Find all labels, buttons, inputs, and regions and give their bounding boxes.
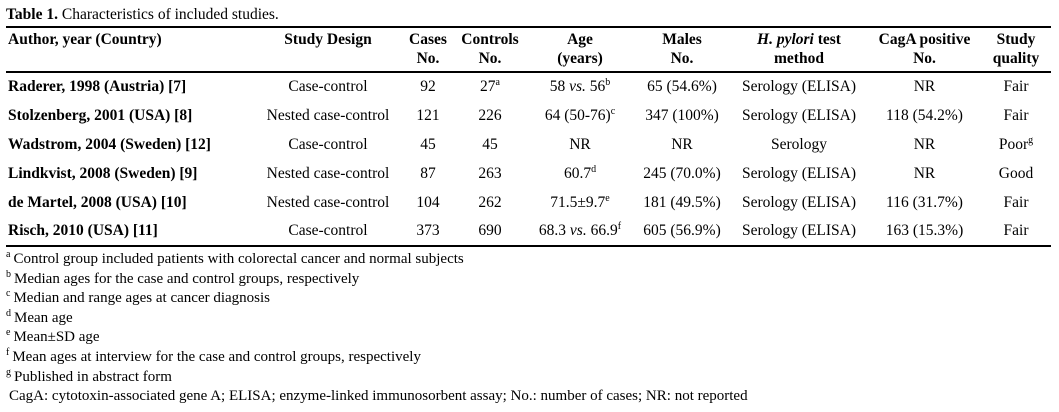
cell-design: Nested case-control [266, 193, 390, 211]
cell-test: Serology (ELISA) [741, 164, 857, 182]
cell-quality: Good [998, 164, 1034, 182]
cell-cases: 373 [416, 222, 440, 239]
cell-author: Raderer, 1998 (Austria) [7] [8, 78, 187, 95]
header-row: Author, year (Country) Study Design Case… [6, 27, 1051, 73]
cell-age: 58 vs. 56b [549, 76, 611, 95]
cell-design: Nested case-control [266, 164, 390, 182]
cell-controls: 262 [478, 193, 502, 211]
footnote-c: c Median and range ages at cancer diagnos… [6, 288, 271, 307]
cell-quality: Fair [1003, 222, 1029, 239]
cell-test: Serology (ELISA) [741, 193, 857, 211]
cell-quality: Fair [1003, 193, 1029, 211]
cell-test: Serology (ELISA) [741, 222, 857, 239]
table-row: Lindkvist, 2008 (Sweden) [9] Nested case… [6, 159, 1051, 188]
cell-age: NR [569, 135, 591, 153]
cell-design: Nested case-control [266, 106, 390, 124]
cell-caga: NR [913, 78, 936, 95]
table-caption-label: Table 1. [6, 6, 58, 23]
header-quality: Study quality [981, 27, 1051, 73]
cell-test: Serology (ELISA) [741, 106, 857, 124]
cell-males: 347 (100%) [645, 106, 719, 124]
footnote-e: e Mean±SD age [6, 327, 100, 346]
cell-males: 65 (54.6%) [647, 78, 717, 95]
header-controls: Controls No. [454, 27, 526, 73]
footnote-f: f Mean ages at interview for the case and… [6, 346, 421, 365]
cell-males: 181 (49.5%) [643, 193, 721, 211]
cell-males: 605 (56.9%) [643, 222, 721, 239]
cell-quality: Poorg [998, 134, 1034, 153]
cell-cases: 121 [416, 106, 440, 124]
footnote-b: b Median ages for the case and control gr… [6, 268, 360, 287]
table-row: Stolzenberg, 2001 (USA) [8] Nested case-… [6, 101, 1051, 130]
footnotes-block: a Control group included patients with co… [6, 250, 1051, 407]
cell-cases: 45 [420, 135, 436, 153]
cell-cases: 92 [420, 78, 436, 95]
footnote-d: d Mean age [6, 307, 73, 326]
table-caption: Table 1. Characteristics of included stu… [6, 4, 1051, 25]
cell-author: Risch, 2010 (USA) [11] [8, 222, 158, 239]
cell-caga: NR [913, 135, 936, 153]
cell-caga: 118 (54.2%) [886, 106, 963, 124]
header-males: Males No. [634, 27, 730, 73]
characteristics-table: Author, year (Country) Study Design Case… [6, 26, 1051, 247]
cell-age: 64 (50-76)c [544, 105, 616, 124]
cell-controls: 226 [478, 106, 502, 124]
cell-author: Wadstrom, 2004 (Sweden) [12] [8, 135, 211, 153]
cell-caga: 116 (31.7%) [886, 193, 963, 211]
cell-controls: 690 [478, 222, 502, 239]
cell-age: 60.7d [563, 163, 597, 182]
cell-design: Case-control [288, 78, 368, 95]
cell-caga: NR [913, 164, 936, 182]
cell-caga: 163 (15.3%) [885, 222, 964, 239]
cell-author: Lindkvist, 2008 (Sweden) [9] [8, 164, 198, 182]
cell-test: Serology [771, 135, 827, 153]
table-row: Raderer, 1998 (Austria) [7] Case-control… [6, 72, 1051, 101]
cell-age: 68.3 vs. 66.9f [538, 220, 622, 239]
abbreviations-line: CagA: cytotoxin-associated gene A; ELISA… [9, 388, 748, 405]
header-age: Age (years) [526, 27, 634, 73]
header-author: Author, year (Country) [6, 27, 254, 73]
cell-cases: 104 [416, 193, 440, 211]
cell-controls: 27a [480, 76, 500, 95]
cell-design: Case-control [288, 222, 368, 239]
cell-author: Stolzenberg, 2001 (USA) [8] [8, 106, 193, 124]
cell-males: 245 (70.0%) [643, 164, 721, 182]
header-cases: Cases No. [402, 27, 454, 73]
header-hpylori-test: H. pylori test method [730, 27, 868, 73]
cell-controls: 45 [482, 135, 498, 153]
cell-cases: 87 [420, 164, 436, 182]
cell-author: de Martel, 2008 (USA) [10] [8, 193, 187, 211]
table-row: de Martel, 2008 (USA) [10] Nested case-c… [6, 188, 1051, 217]
cell-design: Case-control [288, 135, 368, 153]
header-design: Study Design [254, 27, 402, 73]
header-caga: CagA positive No. [868, 27, 981, 73]
cell-quality: Fair [1003, 106, 1029, 124]
cell-quality: Fair [1003, 78, 1029, 95]
cell-age: 71.5±9.7e [550, 192, 610, 211]
cell-controls: 263 [478, 164, 502, 182]
cell-test: Serology (ELISA) [741, 78, 857, 95]
table-caption-text: Characteristics of included studies. [57, 6, 279, 23]
footnote-g: g Published in abstract form [6, 366, 172, 385]
table-header: Author, year (Country) Study Design Case… [6, 27, 1051, 73]
cell-males: NR [671, 135, 693, 153]
table-row: Wadstrom, 2004 (Sweden) [12] Case-contro… [6, 130, 1051, 159]
table-row: Risch, 2010 (USA) [11] Case-control 373 … [6, 217, 1051, 246]
table-body: Raderer, 1998 (Austria) [7] Case-control… [6, 72, 1051, 246]
footnote-a: a Control group included patients with co… [6, 249, 464, 268]
